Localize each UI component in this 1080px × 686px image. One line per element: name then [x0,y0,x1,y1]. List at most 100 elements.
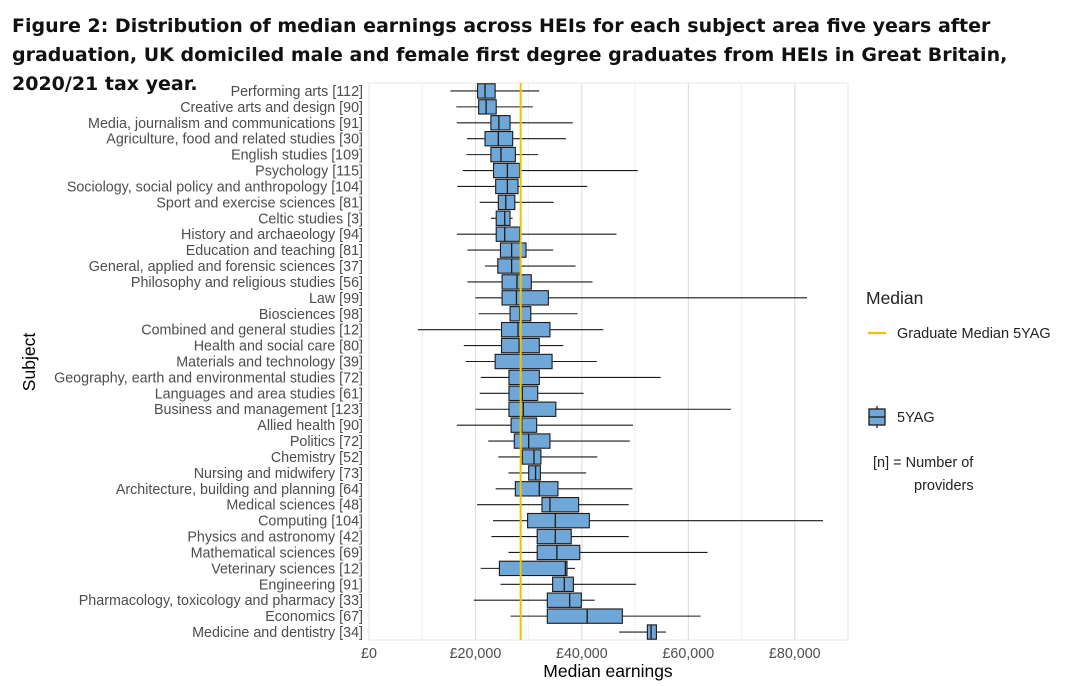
box [495,210,511,226]
category-label: Biosciences [98] [259,307,363,323]
x-tick-label: £20,000 [450,646,502,662]
box-item [508,544,708,561]
box-item [462,162,638,179]
legend: Median Graduate Median 5YAG 5YAG [n] = N… [866,288,1051,494]
box-item [479,385,584,402]
category-label: Computing [104] [258,514,363,530]
box-item [473,592,595,608]
box-item [463,337,564,354]
box-item [475,401,731,417]
box-item [456,99,533,115]
plot-panel-border [368,82,849,641]
box-item [485,258,576,274]
y-axis-title: Subject [19,333,39,392]
box-item [491,528,629,545]
box [546,608,623,624]
category-label: Languages and area studies [61] [155,386,363,402]
x-tick-labels: £0 £20,000 £40,000 £60,000 £80,000 [361,646,821,662]
box [552,576,574,593]
legend-box-label: 5YAG [897,410,935,426]
legend-title: Median [866,288,923,308]
category-label: Materials and technology [39] [176,355,363,371]
box [500,321,551,338]
box-item [500,576,637,593]
legend-note-line2: providers [914,478,974,494]
category-label: Chemistry [52] [271,450,363,466]
figure-title: Figure 2: Distribution of median earning… [12,15,1008,95]
category-label: Engineering [91] [259,577,363,593]
box [513,433,551,449]
box-item [479,194,554,211]
box-item [456,226,617,242]
box [499,242,527,258]
category-label: Business and management [123] [154,402,363,418]
category-label: Health and social care [80] [194,339,363,355]
legend-note-line1: [n] = Number of [873,455,974,471]
box [490,146,516,163]
category-label: Economics [67] [265,609,363,625]
box [501,290,549,306]
category-label: Physics and astronomy [42] [187,530,363,546]
boxes [417,83,823,640]
category-label: Law [99] [309,291,363,307]
box-item [465,353,597,370]
category-label: Philosophy and religious studies [56] [131,275,363,291]
category-label: General, applied and forensic sciences [… [89,259,363,275]
category-label: Creative arts and design [90] [180,100,363,116]
x-axis-title: Median earnings [543,661,673,681]
box-item [508,465,587,481]
box [510,417,538,433]
box [490,115,511,131]
box-item [466,146,539,163]
box-item [510,608,701,624]
box-item [477,497,629,513]
box-item [467,242,554,258]
legend-median-line-label: Graduate Median 5YAG [897,326,1051,342]
category-label: Combined and general studies [12] [141,323,363,339]
box-item [488,433,630,449]
box-item [450,83,540,99]
category-label: Psychology [115] [255,164,363,180]
box-item [467,274,593,290]
box-item [480,560,575,577]
box [646,624,657,640]
category-label: Media, journalism and communications [91… [88,116,363,132]
category-label: Geography, earth and environmental studi… [54,370,363,386]
box [546,592,582,608]
box-item [619,624,666,640]
grid [368,82,849,641]
box-item [493,512,823,529]
box-item [457,178,588,195]
category-label: Agriculture, food and related studies [3… [106,132,363,148]
box-item [495,481,633,497]
category-label: Nursing and midwifery [73] [194,466,363,482]
category-label: Celtic studies [3] [258,211,363,227]
box [477,83,496,99]
x-tick-label: £80,000 [769,646,821,662]
box [492,162,521,179]
category-label: Politics [72] [290,434,363,450]
box [494,353,553,370]
box-item [478,306,578,322]
box [478,99,497,115]
box-item [456,417,633,433]
box [514,481,559,497]
category-label: History and archaeology [94] [181,227,363,243]
box [498,560,568,577]
category-label: Medical sciences [48] [226,498,363,514]
category-label: Allied health [90] [257,418,363,434]
box [508,369,540,386]
box [497,194,516,211]
x-tick-label: £40,000 [556,646,608,662]
box [541,497,580,513]
category-label: Pharmacology, toxicology and pharmacy [3… [79,593,363,609]
category-label: Architecture, building and planning [64] [116,482,363,498]
box [527,512,590,529]
category-label: English studies [109] [231,148,363,164]
category-labels: Performing arts [112]Creative arts and d… [54,84,363,641]
box-item [417,321,604,338]
category-label: Mathematical sciences [69] [191,545,363,561]
box-item [466,130,566,147]
category-label: Medicine and dentistry [34] [192,625,363,641]
